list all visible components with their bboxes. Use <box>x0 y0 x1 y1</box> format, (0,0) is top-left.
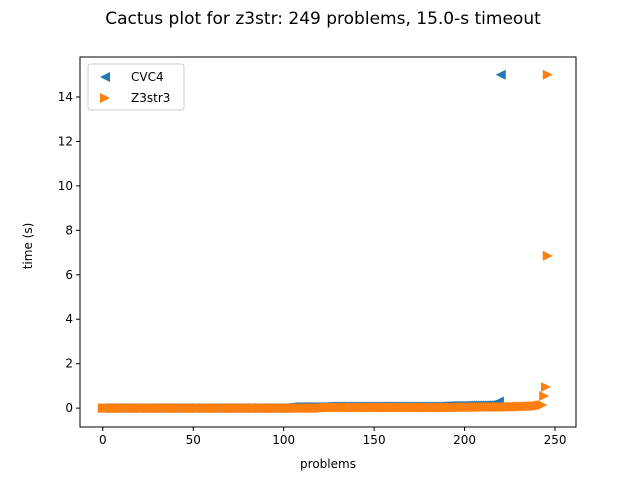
legend: CVC4 Z3str3 <box>87 63 185 111</box>
data-point <box>537 400 548 410</box>
y-tick-label: 6 <box>65 268 73 282</box>
y-tick-label: 4 <box>65 312 73 326</box>
y-tick-label: 8 <box>65 223 73 237</box>
x-axis-label: problems <box>300 457 356 471</box>
x-tick-label: 250 <box>544 433 567 447</box>
data-point <box>540 382 551 392</box>
data-point <box>542 250 553 261</box>
x-tick-label: 150 <box>363 433 386 447</box>
chart-title: Cactus plot for z3str: 249 problems, 15.… <box>105 9 541 29</box>
y-tick-label: 0 <box>65 401 73 415</box>
x-tick-label: 50 <box>186 433 201 447</box>
y-tick-label: 14 <box>58 90 73 104</box>
legend-box <box>87 63 185 111</box>
legend-marker-z3str3 <box>100 93 110 103</box>
x-tick-label: 100 <box>272 433 295 447</box>
y-tick-label: 2 <box>65 357 73 371</box>
legend-label-z3str3: Z3str3 <box>131 91 170 105</box>
data-point <box>495 69 506 80</box>
series-z3str3 <box>97 69 553 414</box>
series-layer <box>97 69 553 414</box>
legend-label-cvc4: CVC4 <box>131 70 164 84</box>
y-tick-label: 10 <box>58 179 73 193</box>
data-point <box>542 69 553 80</box>
y-axis-label: time (s) <box>21 223 35 270</box>
series-cvc4 <box>97 69 506 414</box>
y-tick-label: 12 <box>58 134 73 148</box>
y-axis-ticks: 0 2 4 6 8 10 12 14 <box>58 90 80 415</box>
x-tick-label: 0 <box>99 433 107 447</box>
plot-area <box>79 56 577 428</box>
x-tick-label: 200 <box>453 433 476 447</box>
data-point <box>539 391 550 401</box>
legend-marker-cvc4 <box>100 72 110 82</box>
x-axis-ticks: 0 50 100 150 200 250 <box>99 427 566 447</box>
axes-frame <box>79 56 577 428</box>
